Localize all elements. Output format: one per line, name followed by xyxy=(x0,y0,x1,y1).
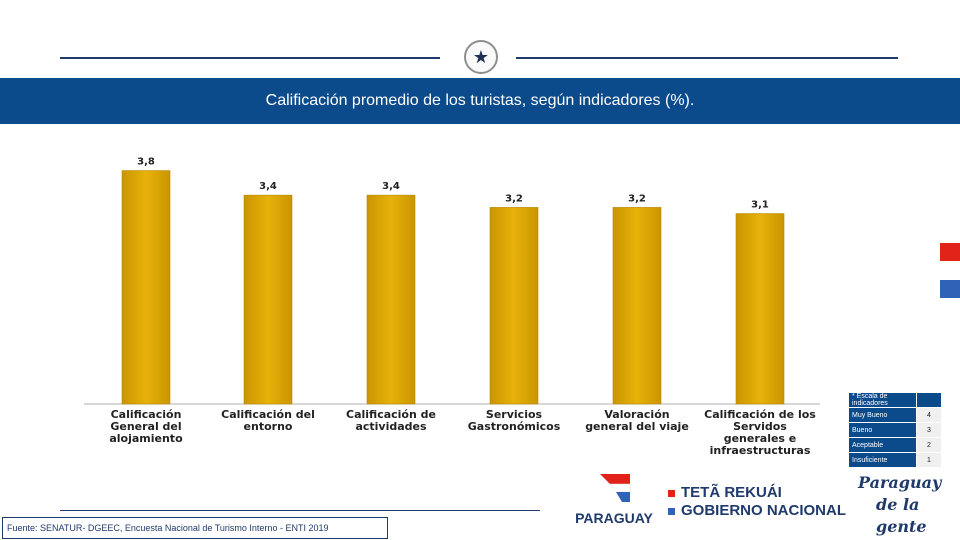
scale-value: 3 xyxy=(916,422,942,438)
data-label: 3,1 xyxy=(751,200,769,211)
slogan-line2: de la gente xyxy=(876,495,927,536)
x-tick-label: Calificación de los Servidos generales e in… xyxy=(704,408,816,457)
bar xyxy=(366,194,416,405)
red-square-icon xyxy=(668,489,675,497)
gobierno-logo: TETÃ REKUÁI GOBIERNO NACIONAL xyxy=(668,484,846,520)
x-tick-label: Calificación General del alojamiento xyxy=(109,408,183,445)
bar xyxy=(735,213,785,405)
scale-row: Muy Bueno 4 xyxy=(848,407,942,423)
scale-row: Bueno 3 xyxy=(848,422,942,438)
blue-square-icon xyxy=(668,507,675,515)
x-tick-label: Calificación del entorno xyxy=(221,408,315,433)
scale-row: Aceptable 2 xyxy=(848,437,942,453)
star-seal-icon: ★ xyxy=(464,40,498,74)
paraguay-logo-text: PARAGUAY xyxy=(575,510,653,526)
scale-label: Aceptable xyxy=(848,437,917,453)
scale-table-header: * Escala de indicadores xyxy=(848,392,917,408)
title-band: Calificación promedio de los turistas, s… xyxy=(0,78,960,124)
scale-label: Bueno xyxy=(848,422,917,438)
source-note: Fuente: SENATUR- DGEEC, Encuesta Naciona… xyxy=(2,517,388,539)
data-label: 3,2 xyxy=(628,193,646,204)
page-title: Calificación promedio de los turistas, s… xyxy=(265,92,695,109)
paraguay-flag-mark-icon xyxy=(600,474,631,502)
scale-label: Insuficiente xyxy=(848,452,917,468)
header-rule-right xyxy=(516,57,898,59)
scale-table: * Escala de indicadores Muy Bueno 4 Buen… xyxy=(848,392,942,468)
x-tick-label: Servicios Gastronómicos xyxy=(468,408,561,433)
slogan-line1: Paraguay xyxy=(858,473,942,492)
bar xyxy=(121,170,171,405)
scale-value: 2 xyxy=(916,437,942,453)
slogan-logo: Paraguay de la gente xyxy=(858,472,958,538)
bar xyxy=(612,207,662,405)
blue-accent-block xyxy=(940,280,960,298)
data-label: 3,8 xyxy=(137,157,155,168)
bar xyxy=(489,207,539,405)
x-tick-label: Valoración general del viaje xyxy=(585,408,689,433)
data-label: 3,4 xyxy=(382,181,400,192)
scale-label: Muy Bueno xyxy=(848,407,917,423)
data-label: 3,4 xyxy=(259,181,277,192)
gob-line2: GOBIERNO NACIONAL xyxy=(681,502,846,519)
scale-row: Insuficiente 1 xyxy=(848,452,942,468)
footer-rule xyxy=(60,510,540,511)
bar xyxy=(243,194,293,405)
x-tick-label: Calificación de actividades xyxy=(346,408,436,433)
gob-line1: TETÃ REKUÁI xyxy=(681,484,782,501)
scale-value: 4 xyxy=(916,407,942,423)
header-rule-left xyxy=(60,57,440,59)
paraguay-logo: PARAGUAY xyxy=(572,470,656,530)
red-accent-block xyxy=(940,243,960,261)
data-label: 3,2 xyxy=(505,193,523,204)
scale-value: 1 xyxy=(916,452,942,468)
